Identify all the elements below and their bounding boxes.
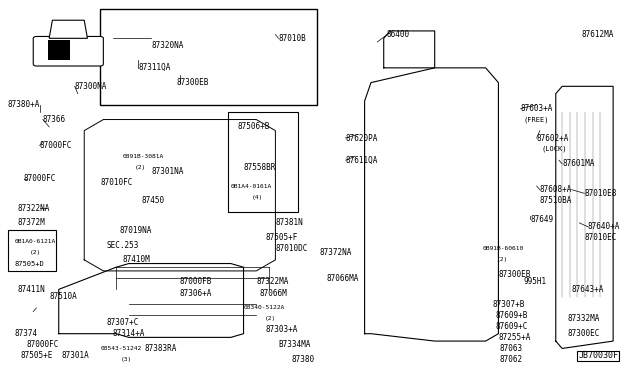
Text: 87450: 87450 xyxy=(141,196,164,205)
Text: 87066M: 87066M xyxy=(259,289,287,298)
Text: 87380+A: 87380+A xyxy=(8,100,40,109)
Text: 87612MA: 87612MA xyxy=(581,30,614,39)
Text: 87640+A: 87640+A xyxy=(588,222,620,231)
Text: SEC.253: SEC.253 xyxy=(106,241,139,250)
Text: 87608+A: 87608+A xyxy=(540,185,572,194)
Bar xyxy=(100,9,317,105)
Text: 87010DC: 87010DC xyxy=(275,244,308,253)
FancyBboxPatch shape xyxy=(33,36,103,66)
Text: 87322MA: 87322MA xyxy=(256,278,289,286)
Text: 87010EC: 87010EC xyxy=(584,233,617,242)
Text: (FREE): (FREE) xyxy=(524,116,549,123)
Text: 87320NA: 87320NA xyxy=(151,41,184,50)
Text: 87301NA: 87301NA xyxy=(151,167,184,176)
Text: 87372NA: 87372NA xyxy=(320,248,353,257)
Text: (2): (2) xyxy=(135,165,147,170)
Text: 87505+F: 87505+F xyxy=(266,233,298,242)
Text: 87558BR: 87558BR xyxy=(244,163,276,172)
Text: 87410M: 87410M xyxy=(122,255,150,264)
Text: 87411N: 87411N xyxy=(17,285,45,294)
Text: 87300EC: 87300EC xyxy=(567,329,600,338)
Text: 87609+B: 87609+B xyxy=(495,311,527,320)
Text: (2): (2) xyxy=(30,250,42,255)
Text: 87510BA: 87510BA xyxy=(540,196,572,205)
Text: (3): (3) xyxy=(121,357,132,362)
Text: 87000FC: 87000FC xyxy=(27,340,60,349)
Text: 87300NA: 87300NA xyxy=(75,82,107,91)
Text: 87307+C: 87307+C xyxy=(106,318,139,327)
Text: 0B1A4-0161A: 0B1A4-0161A xyxy=(231,183,272,189)
Text: 87306+A: 87306+A xyxy=(180,289,212,298)
Text: 87603+A: 87603+A xyxy=(521,104,553,113)
Text: 87510A: 87510A xyxy=(49,292,77,301)
Text: 87322NA: 87322NA xyxy=(17,203,50,213)
Text: 87300EB: 87300EB xyxy=(177,78,209,87)
Text: 87000FB: 87000FB xyxy=(180,278,212,286)
Text: 87601MA: 87601MA xyxy=(562,159,595,169)
Text: JB70030F: JB70030F xyxy=(578,351,615,360)
Text: 87019NA: 87019NA xyxy=(119,226,152,235)
Text: 87381N: 87381N xyxy=(275,218,303,227)
Text: 87374: 87374 xyxy=(14,329,37,338)
Text: 0B91B-60610: 0B91B-60610 xyxy=(483,246,524,251)
Text: 87380: 87380 xyxy=(291,355,314,364)
Text: 87611QA: 87611QA xyxy=(346,155,378,165)
Text: 995H1: 995H1 xyxy=(524,278,547,286)
Text: 08340-5122A: 08340-5122A xyxy=(244,305,285,310)
Bar xyxy=(48,41,70,60)
Text: 87000FC: 87000FC xyxy=(24,174,56,183)
Text: 87366: 87366 xyxy=(43,115,66,124)
Text: (LOCK): (LOCK) xyxy=(541,146,566,152)
Text: 87311QA: 87311QA xyxy=(138,63,171,72)
Text: 87010FC: 87010FC xyxy=(100,178,132,187)
Text: 87643+A: 87643+A xyxy=(572,285,604,294)
Text: 87066MA: 87066MA xyxy=(326,274,359,283)
Bar xyxy=(8,230,56,271)
Text: (2): (2) xyxy=(264,317,276,321)
Text: 87505+E: 87505+E xyxy=(20,351,53,360)
Text: 87620PA: 87620PA xyxy=(346,134,378,142)
Text: 87649: 87649 xyxy=(531,215,554,224)
Text: 87300EB: 87300EB xyxy=(499,270,531,279)
Text: JB70030F: JB70030F xyxy=(578,351,618,360)
Text: 87063: 87063 xyxy=(500,344,523,353)
Text: 87000FC: 87000FC xyxy=(40,141,72,150)
Polygon shape xyxy=(49,20,88,38)
Text: 87303+A: 87303+A xyxy=(266,326,298,334)
Text: 87506+B: 87506+B xyxy=(237,122,269,131)
Text: 87062: 87062 xyxy=(500,355,523,364)
Text: 87383RA: 87383RA xyxy=(145,344,177,353)
Text: 0891B-3081A: 0891B-3081A xyxy=(122,154,164,159)
Text: B7010E8: B7010E8 xyxy=(584,189,617,198)
Text: 87602+A: 87602+A xyxy=(537,134,569,142)
Text: 08543-51242: 08543-51242 xyxy=(100,346,141,351)
Text: 87505+D: 87505+D xyxy=(14,260,44,266)
Text: (4): (4) xyxy=(252,195,263,199)
Text: 87332MA: 87332MA xyxy=(567,314,600,323)
Text: 0B1A0-6121A: 0B1A0-6121A xyxy=(14,239,56,244)
Text: 87314+A: 87314+A xyxy=(113,329,145,338)
Text: 86400: 86400 xyxy=(387,30,410,39)
Text: B7334MA: B7334MA xyxy=(278,340,311,349)
Text: 87609+C: 87609+C xyxy=(495,322,527,331)
Text: (2): (2) xyxy=(497,257,508,262)
Bar xyxy=(228,112,298,212)
Text: 87255+A: 87255+A xyxy=(499,333,531,342)
Text: 87372M: 87372M xyxy=(17,218,45,227)
Text: 87010B: 87010B xyxy=(278,34,307,43)
Text: 87307+B: 87307+B xyxy=(492,300,524,309)
Text: 87301A: 87301A xyxy=(62,351,90,360)
